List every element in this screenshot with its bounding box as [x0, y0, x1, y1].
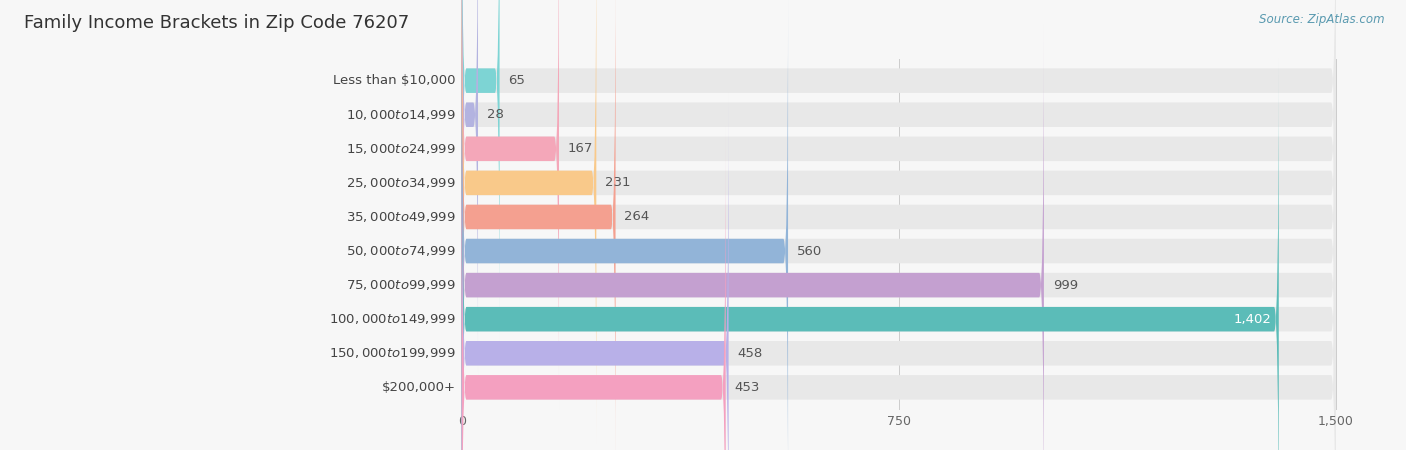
- FancyBboxPatch shape: [461, 0, 1336, 450]
- FancyBboxPatch shape: [461, 0, 478, 375]
- FancyBboxPatch shape: [461, 25, 1336, 450]
- Text: 560: 560: [797, 244, 823, 257]
- FancyBboxPatch shape: [461, 0, 560, 409]
- Text: $100,000 to $149,999: $100,000 to $149,999: [329, 312, 456, 326]
- Text: 999: 999: [1053, 279, 1078, 292]
- Text: $200,000+: $200,000+: [382, 381, 456, 394]
- Text: Family Income Brackets in Zip Code 76207: Family Income Brackets in Zip Code 76207: [24, 14, 409, 32]
- Text: Source: ZipAtlas.com: Source: ZipAtlas.com: [1260, 14, 1385, 27]
- Text: Less than $10,000: Less than $10,000: [333, 74, 456, 87]
- Text: 453: 453: [734, 381, 759, 394]
- Text: 1,402: 1,402: [1234, 313, 1272, 326]
- Text: $75,000 to $99,999: $75,000 to $99,999: [346, 278, 456, 292]
- FancyBboxPatch shape: [461, 0, 616, 450]
- FancyBboxPatch shape: [461, 0, 1336, 375]
- FancyBboxPatch shape: [461, 25, 1043, 450]
- Text: $25,000 to $34,999: $25,000 to $34,999: [346, 176, 456, 190]
- FancyBboxPatch shape: [461, 0, 499, 341]
- FancyBboxPatch shape: [461, 0, 787, 450]
- FancyBboxPatch shape: [461, 0, 1336, 443]
- Text: 28: 28: [486, 108, 503, 121]
- FancyBboxPatch shape: [461, 59, 1336, 450]
- FancyBboxPatch shape: [461, 0, 1336, 341]
- FancyBboxPatch shape: [461, 59, 1279, 450]
- Text: 458: 458: [737, 347, 762, 360]
- FancyBboxPatch shape: [461, 127, 725, 450]
- Text: $35,000 to $49,999: $35,000 to $49,999: [346, 210, 456, 224]
- FancyBboxPatch shape: [461, 0, 1336, 409]
- FancyBboxPatch shape: [461, 127, 1336, 450]
- FancyBboxPatch shape: [461, 93, 728, 450]
- FancyBboxPatch shape: [461, 93, 1336, 450]
- Text: $150,000 to $199,999: $150,000 to $199,999: [329, 346, 456, 360]
- Text: 167: 167: [568, 142, 593, 155]
- Text: $50,000 to $74,999: $50,000 to $74,999: [346, 244, 456, 258]
- Text: $10,000 to $14,999: $10,000 to $14,999: [346, 108, 456, 122]
- Text: $15,000 to $24,999: $15,000 to $24,999: [346, 142, 456, 156]
- FancyBboxPatch shape: [461, 0, 1336, 450]
- Text: 264: 264: [624, 211, 650, 224]
- Text: 65: 65: [509, 74, 526, 87]
- Text: 231: 231: [605, 176, 630, 189]
- FancyBboxPatch shape: [461, 0, 596, 443]
